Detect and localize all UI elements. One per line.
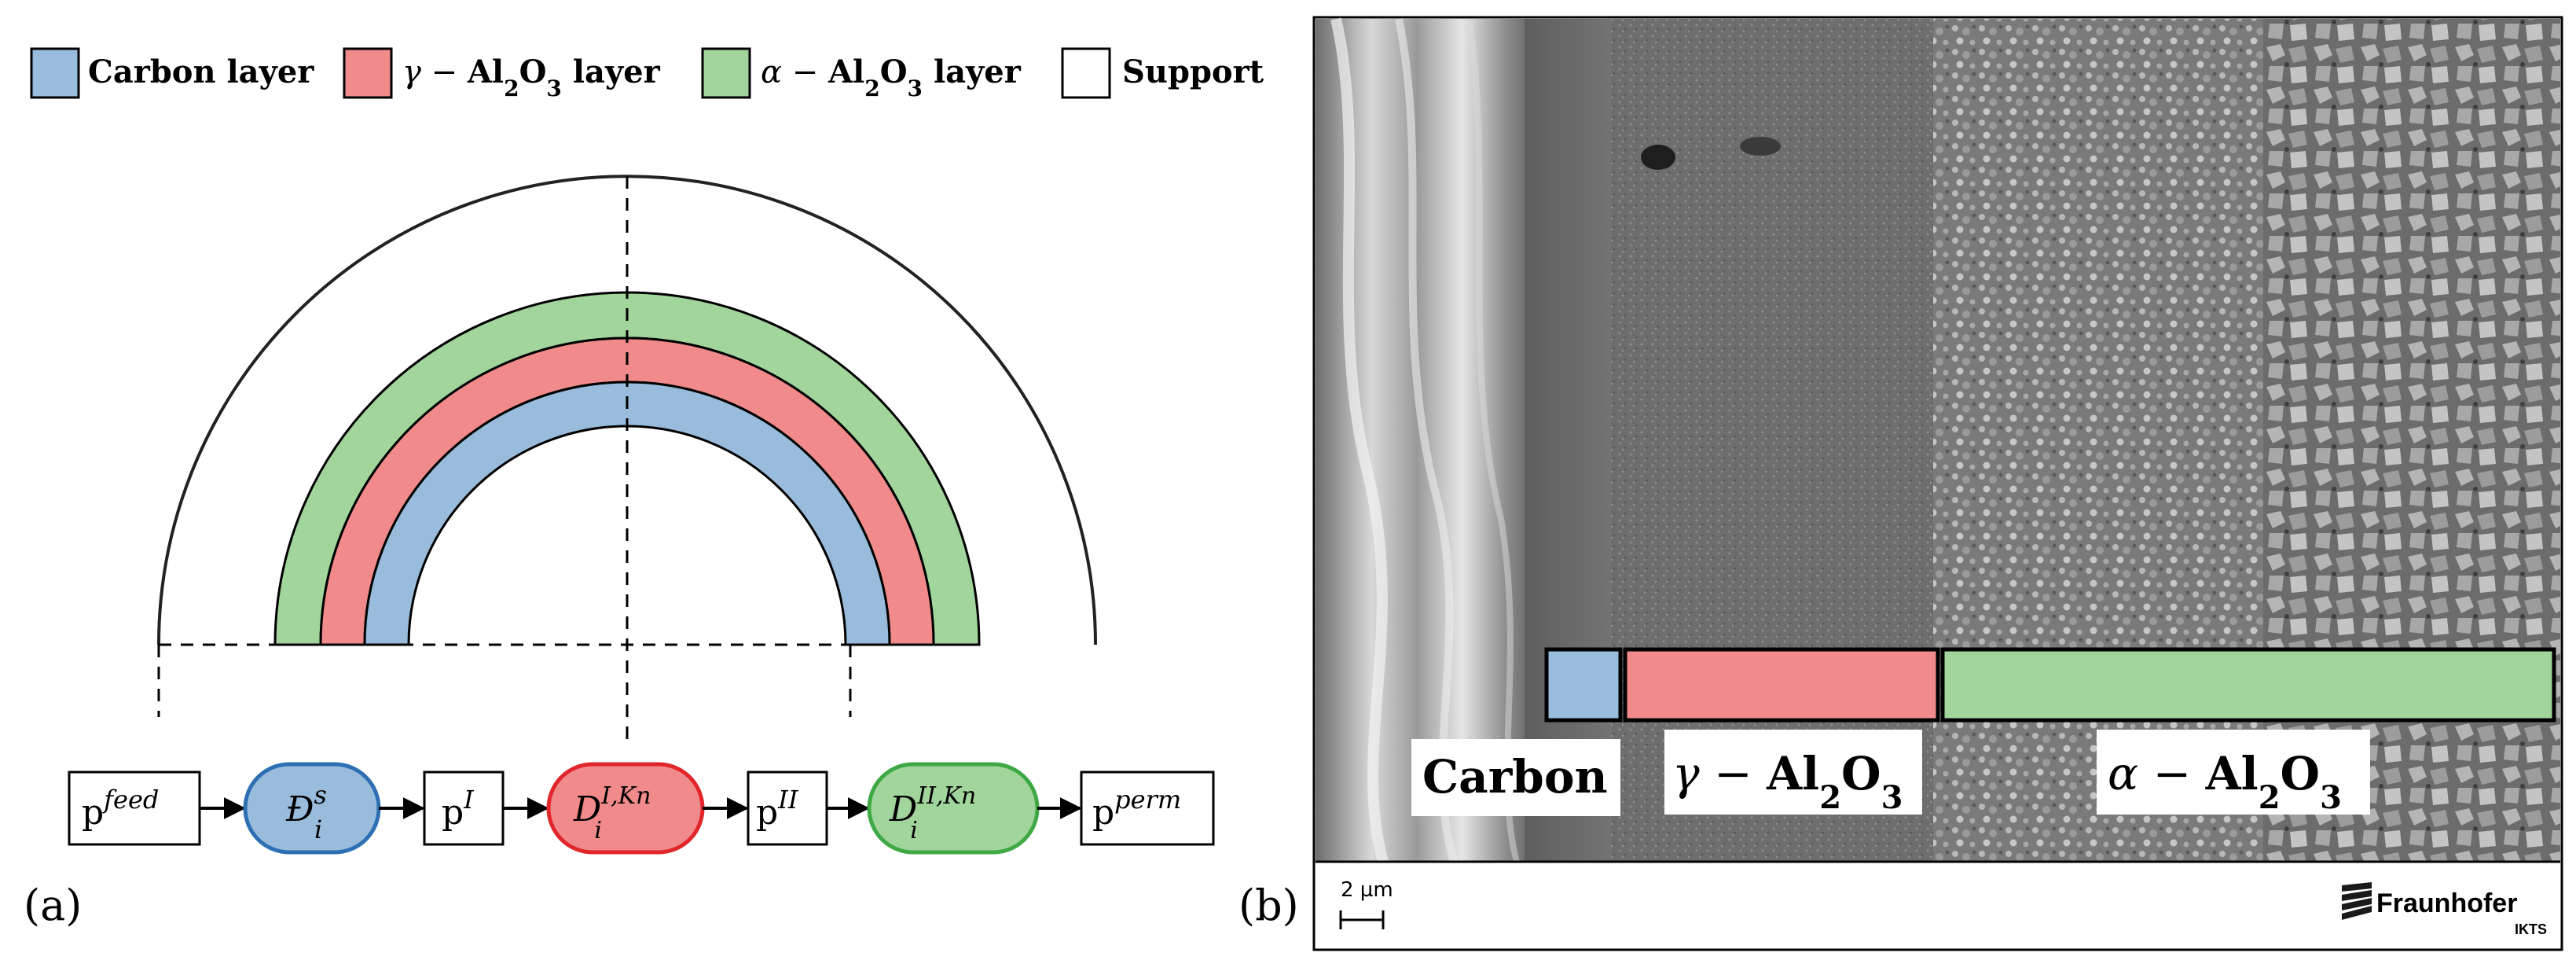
panel-a-label: (a) [24, 881, 82, 930]
legend-carbon-label: Carbon layer [88, 53, 314, 90]
legend-gamma-swatch [343, 47, 393, 99]
legend-gamma-label: γ − Al2O3 layer [402, 53, 661, 101]
carbon-layer-band [363, 381, 891, 646]
node-p-ii-label: pII [756, 785, 799, 833]
micro-gamma-bar [1623, 647, 1940, 723]
legend-alpha-label: α − Al2O3 layer [761, 53, 1022, 101]
micro-alpha-bar [1940, 647, 2556, 723]
legend-carbon-swatch [30, 47, 80, 99]
micro-carbon-label: Carbon [1422, 750, 1608, 804]
micro-gamma-label-box [1664, 730, 1922, 815]
legend-support-swatch [1061, 47, 1111, 99]
node-p-perm [1080, 771, 1215, 846]
node-p-i [423, 771, 505, 846]
node-p-feed-label: pfeed [82, 785, 159, 833]
logo-sub: IKTS [2515, 921, 2547, 937]
scale-bar-label: 2 µm [1341, 878, 1393, 902]
fraunhofer-logo: Fraunhofer IKTS [2342, 882, 2547, 937]
micro-carbon-bar [1544, 647, 1623, 723]
logo-name: Fraunhofer [2376, 888, 2517, 918]
legend-support-label: Support [1122, 53, 1264, 90]
transport-network: pfeed Đs i pI DI,Kn i pII DII,Kn i pperm [68, 762, 1215, 855]
sem-micrograph: Carbon γ − Al2O3 α − Al2O3 2 µm Fraunhof… [1312, 16, 2563, 951]
membrane-cross-section [157, 175, 1097, 742]
legend-alpha-swatch [701, 47, 751, 99]
legend-alpha-chem: Al2O3 [827, 53, 923, 101]
node-d-i-kn-label: DI,Kn i [573, 782, 651, 844]
node-p-i-label: pI [442, 785, 475, 833]
scale-bar [1339, 910, 1385, 929]
fraunhofer-logo-icon [2342, 882, 2372, 920]
micro-alpha-label-box [2097, 730, 2370, 815]
node-p-perm-label: pperm [1092, 785, 1181, 833]
panel-b-label: (b) [1238, 881, 1299, 930]
node-p-feed [68, 771, 201, 846]
micrograph-image [1316, 17, 2560, 863]
legend-gamma-chem: Al2O3 [467, 53, 562, 101]
node-d-ii-kn-label: DII,Kn i [889, 782, 976, 844]
micro-carbon-label-box [1411, 739, 1620, 816]
legend: Carbon layer γ − Al2O3 layer α − Al2O3 l… [30, 47, 1264, 101]
node-d-s-label: Đs i [285, 780, 327, 844]
